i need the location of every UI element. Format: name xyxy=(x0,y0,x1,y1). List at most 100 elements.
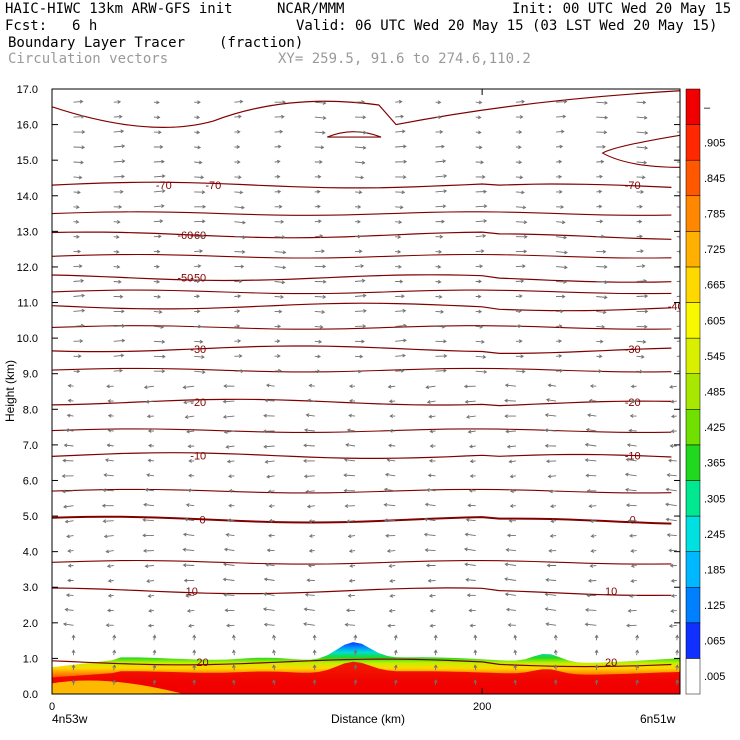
circulation-vector xyxy=(596,295,608,300)
circulation-vector xyxy=(429,608,436,613)
circulation-vector xyxy=(73,160,84,165)
circulation-vector xyxy=(466,593,476,598)
circulation-vector xyxy=(389,428,396,433)
circulation-vector xyxy=(475,100,483,105)
temperature-contour xyxy=(52,302,672,312)
header-fcst-label: Fcst: xyxy=(5,18,48,34)
circulation-vector xyxy=(670,578,677,583)
circulation-vector xyxy=(556,144,564,149)
circulation-vector xyxy=(675,664,680,671)
circulation-vector xyxy=(556,354,563,358)
circulation-vector xyxy=(675,679,680,686)
circulation-vector xyxy=(185,593,195,598)
contour-label: -70 xyxy=(205,180,221,192)
x-tick-label: 0 xyxy=(49,701,55,713)
circulation-vector xyxy=(113,353,125,358)
circulation-vector xyxy=(147,623,154,628)
circulation-vector xyxy=(66,413,74,418)
circulation-vector xyxy=(587,413,597,418)
colorbar-swatch xyxy=(685,266,701,303)
circulation-vector xyxy=(182,563,195,568)
circulation-vector xyxy=(183,578,195,583)
circulation-vector xyxy=(676,249,680,254)
circulation-vector xyxy=(113,189,124,194)
circulation-vector xyxy=(630,384,637,389)
circulation-vector xyxy=(274,114,285,119)
circulation-vector xyxy=(147,429,154,433)
circulation-vector xyxy=(556,339,562,343)
colorbar-label: .605 xyxy=(704,315,725,327)
contour-label: -50 xyxy=(190,273,206,285)
temperature-contour xyxy=(52,231,672,240)
circulation-vector xyxy=(192,634,197,641)
circulation-vector xyxy=(113,368,123,373)
circulation-vector xyxy=(234,235,247,240)
circulation-vector xyxy=(225,532,235,537)
circulation-vector xyxy=(504,562,516,567)
circulation-vector xyxy=(274,368,282,373)
circulation-vector xyxy=(104,458,114,462)
circulation-vector xyxy=(228,503,235,508)
circulation-vector xyxy=(395,190,406,195)
circulation-vector xyxy=(274,309,283,314)
circulation-vector xyxy=(153,294,162,299)
contour-label: -20 xyxy=(190,397,206,409)
circulation-vector xyxy=(343,473,356,478)
circulation-vector xyxy=(234,354,243,358)
circulation-vector xyxy=(589,519,597,524)
circulation-vector xyxy=(676,295,680,297)
circulation-vector xyxy=(194,160,203,165)
circulation-vector xyxy=(103,473,114,477)
circulation-vector xyxy=(148,608,154,613)
circulation-vector xyxy=(73,175,83,180)
circulation-vector xyxy=(596,174,603,179)
circulation-vector xyxy=(548,548,557,553)
circulation-vector xyxy=(314,160,323,164)
circulation-vector xyxy=(194,145,202,150)
circulation-vector xyxy=(509,504,516,508)
circulation-vector xyxy=(232,634,236,641)
circulation-vector xyxy=(62,622,74,627)
circulation-vector xyxy=(475,294,482,299)
circulation-vector xyxy=(314,116,327,120)
circulation-vector xyxy=(228,488,235,493)
colorbar-label: .305 xyxy=(704,493,725,505)
circulation-vector xyxy=(73,308,86,313)
colorbar-swatch xyxy=(685,622,701,659)
circulation-vector xyxy=(303,459,315,463)
circulation-vector xyxy=(636,190,645,194)
circulation-vector xyxy=(475,339,485,344)
circulation-vector xyxy=(308,383,315,388)
circulation-vector xyxy=(147,594,154,598)
circulation-vector xyxy=(222,562,235,567)
circulation-vector xyxy=(628,428,637,433)
circulation-vector xyxy=(107,399,114,403)
circulation-vector xyxy=(544,592,557,597)
circulation-vector xyxy=(553,664,558,671)
circulation-vector xyxy=(393,664,398,671)
circulation-vector xyxy=(106,384,114,389)
circulation-vector xyxy=(304,428,315,433)
circulation-vector xyxy=(556,174,563,179)
circulation-vector xyxy=(226,459,235,464)
circulation-vector xyxy=(314,204,321,209)
circulation-vector xyxy=(636,264,646,268)
circulation-vector xyxy=(383,487,396,492)
colorbar-swatch xyxy=(685,586,701,624)
circulation-vector xyxy=(475,160,485,165)
circulation-vector xyxy=(353,679,358,686)
circulation-vector xyxy=(389,414,396,418)
circulation-vector xyxy=(475,249,485,254)
circulation-vector xyxy=(435,354,448,358)
circulation-vector xyxy=(354,205,362,209)
circulation-vector xyxy=(153,279,161,284)
circulation-vector xyxy=(234,264,245,269)
circulation-vector xyxy=(515,130,523,134)
circulation-vector xyxy=(306,578,315,583)
circulation-vector xyxy=(103,534,114,539)
circulation-vector xyxy=(505,547,516,552)
circulation-vector xyxy=(635,664,640,671)
circulation-vector xyxy=(143,502,154,507)
circulation-vector xyxy=(556,220,566,225)
circulation-vector xyxy=(142,518,154,522)
